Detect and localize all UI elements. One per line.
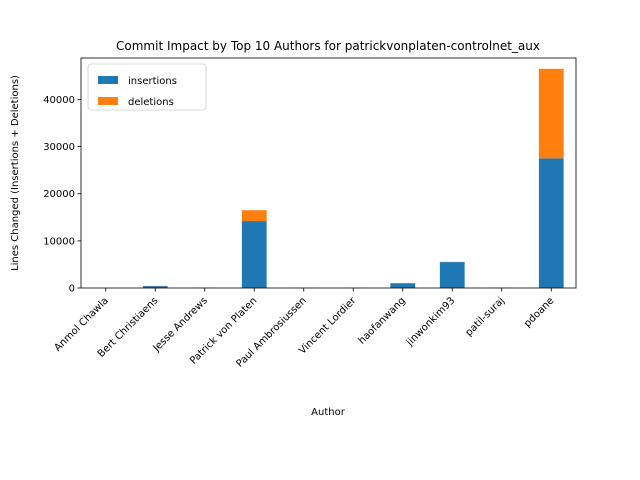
legend: insertions deletions [87, 63, 207, 111]
legend-label-insertions: insertions [128, 76, 177, 87]
y-tick-label: 0 [69, 284, 75, 295]
y-tick-label: 10000 [43, 236, 75, 247]
chart-title: Commit Impact by Top 10 Authors for patr… [116, 39, 540, 53]
bar-insertions-9 [538, 158, 564, 288]
y-axis-label: Lines Changed (Insertions + Deletions) [10, 75, 21, 271]
legend-swatch-insertions [98, 76, 118, 84]
bar-insertions-3 [241, 221, 267, 288]
x-axis-label: Author [311, 407, 346, 418]
axes-frame [80, 57, 577, 289]
y-tick-label: 30000 [43, 142, 75, 153]
bar-deletions-3 [241, 210, 267, 222]
bar-insertions-6 [390, 283, 416, 288]
bar-insertions-1 [142, 286, 168, 288]
bar-insertions-7 [439, 262, 465, 288]
bar-deletions-9 [538, 68, 564, 159]
y-tick-label: 20000 [43, 189, 75, 200]
y-tick-label: 40000 [43, 95, 75, 106]
legend-swatch-deletions [98, 97, 118, 105]
legend-label-deletions: deletions [128, 97, 174, 108]
